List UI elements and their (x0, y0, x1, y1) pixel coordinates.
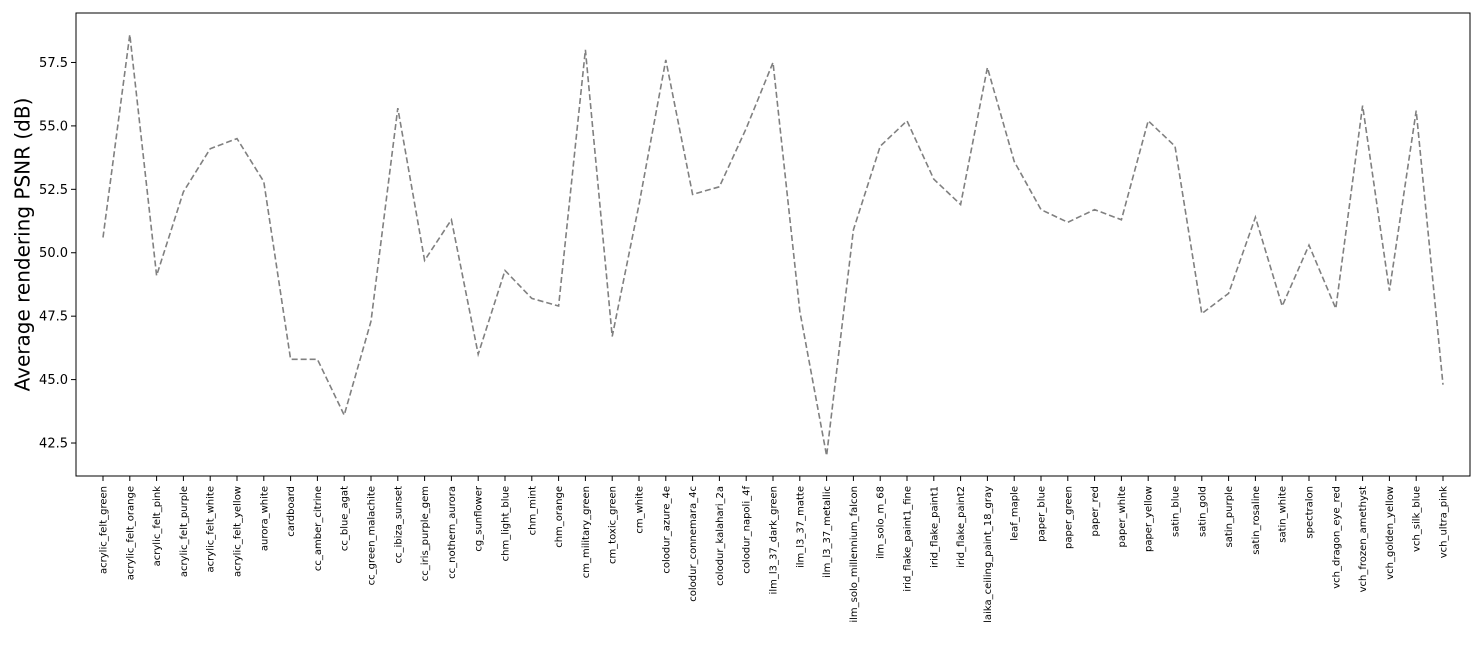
x-tick-label: cm_military_green (581, 486, 592, 578)
x-tick-label: vch_frozen_amethyst (1358, 486, 1369, 592)
x-tick-label: acrylic_felt_orange (125, 486, 136, 580)
x-tick-label: vch_dragon_eye_red (1331, 486, 1342, 589)
x-tick-label: cm_white (635, 486, 646, 534)
x-tick-label: chm_orange (554, 486, 565, 548)
x-tick-label: vch_ultra_pink (1439, 486, 1450, 558)
x-tick-label: acrylic_felt_yellow (233, 486, 244, 577)
x-tick-label: irid_flake_paint2 (956, 486, 967, 568)
x-tick-label: acrylic_felt_green (99, 486, 110, 574)
x-tick-label: cc_blue_agat (340, 486, 351, 551)
psnr-series-line (102, 34, 1444, 456)
x-tick-label: irid_flake_paint1 (929, 486, 940, 568)
x-tick-label: cc_ibiza_sunset (393, 486, 404, 564)
y-tick-label: 42.5 (39, 437, 68, 452)
x-tick-label: acrylic_felt_purple (179, 486, 190, 577)
x-tick-label: ilm_solo_m_68 (876, 486, 887, 559)
y-tick-label: 57.5 (39, 56, 68, 71)
y-tick-label: 50.0 (39, 246, 68, 261)
y-tick-label: 45.0 (39, 373, 68, 388)
x-tick-label: cc_amber_citrine (313, 486, 324, 571)
x-tick-label: satin_rosaline (1251, 486, 1262, 555)
x-tick-label: ilm_solo_millennium_falcon (849, 486, 860, 623)
x-tick-label: leaf_maple (1010, 486, 1021, 541)
x-tick-label: ilm_l3_37_matte (795, 486, 806, 568)
y-tick-label: 47.5 (39, 310, 68, 325)
plot-area-frame (75, 12, 1471, 477)
x-tick-label: satin_gold (1197, 486, 1208, 537)
x-tick-label: cg_sunflower (474, 485, 485, 551)
x-tick-label: satin_blue (1171, 486, 1182, 537)
x-axis-ticks: acrylic_felt_green acrylic_felt_orange acr… (99, 476, 1450, 623)
x-tick-label: cc_green_malachite (367, 486, 378, 585)
x-tick-label: paper_yellow (1144, 486, 1155, 552)
x-tick-label: ilm_l3_37_metallic (822, 486, 833, 578)
x-tick-label: chm_mint (527, 486, 538, 535)
x-tick-label: cardboard (286, 486, 297, 537)
x-tick-label: colodur_kalahari_2a (715, 486, 726, 586)
x-tick-label: cc_nothern_aurora (447, 486, 458, 579)
x-tick-label: colodur_napoli_4f (742, 486, 753, 574)
x-tick-label: satin_white (1278, 486, 1289, 543)
y-tick-label: 55.0 (39, 119, 68, 134)
x-tick-label: ilm_l3_37_dark_green (769, 486, 780, 594)
x-tick-label: paper_green (1063, 486, 1074, 549)
x-tick-label: cm_toxic_green (608, 486, 619, 564)
x-tick-label: satin_purple (1224, 486, 1235, 547)
x-tick-label: spectralon (1305, 486, 1316, 539)
x-tick-label: paper_blue (1037, 486, 1048, 542)
y-tick-label: 52.5 (39, 183, 68, 198)
x-tick-label: aurora_white (259, 486, 270, 551)
x-tick-label: cc_iris_purple_gem (420, 486, 431, 581)
x-tick-label: chm_light_blue (501, 486, 512, 561)
x-tick-label: acrylic_felt_white (206, 486, 217, 572)
x-tick-label: vch_silk_blue (1412, 486, 1423, 552)
x-tick-label: paper_red (1090, 486, 1101, 536)
x-tick-label: acrylic_felt_pink (152, 486, 163, 567)
x-tick-label: paper_white (1117, 486, 1128, 547)
x-tick-label: vch_golden_yellow (1385, 486, 1396, 580)
x-tick-label: colodur_azure_4e (661, 486, 672, 574)
y-axis-ticks: 42.5 45.0 47.5 50.0 52.5 55.0 57.5 (39, 56, 76, 452)
y-axis-label: Average rendering PSNR (dB) (11, 98, 35, 392)
x-tick-label: irid_flake_paint1_fine (903, 486, 914, 592)
x-tick-label: laika_ceiling_paint_18_gray (983, 486, 994, 623)
x-tick-label: colodur_connemara_4c (688, 486, 699, 602)
